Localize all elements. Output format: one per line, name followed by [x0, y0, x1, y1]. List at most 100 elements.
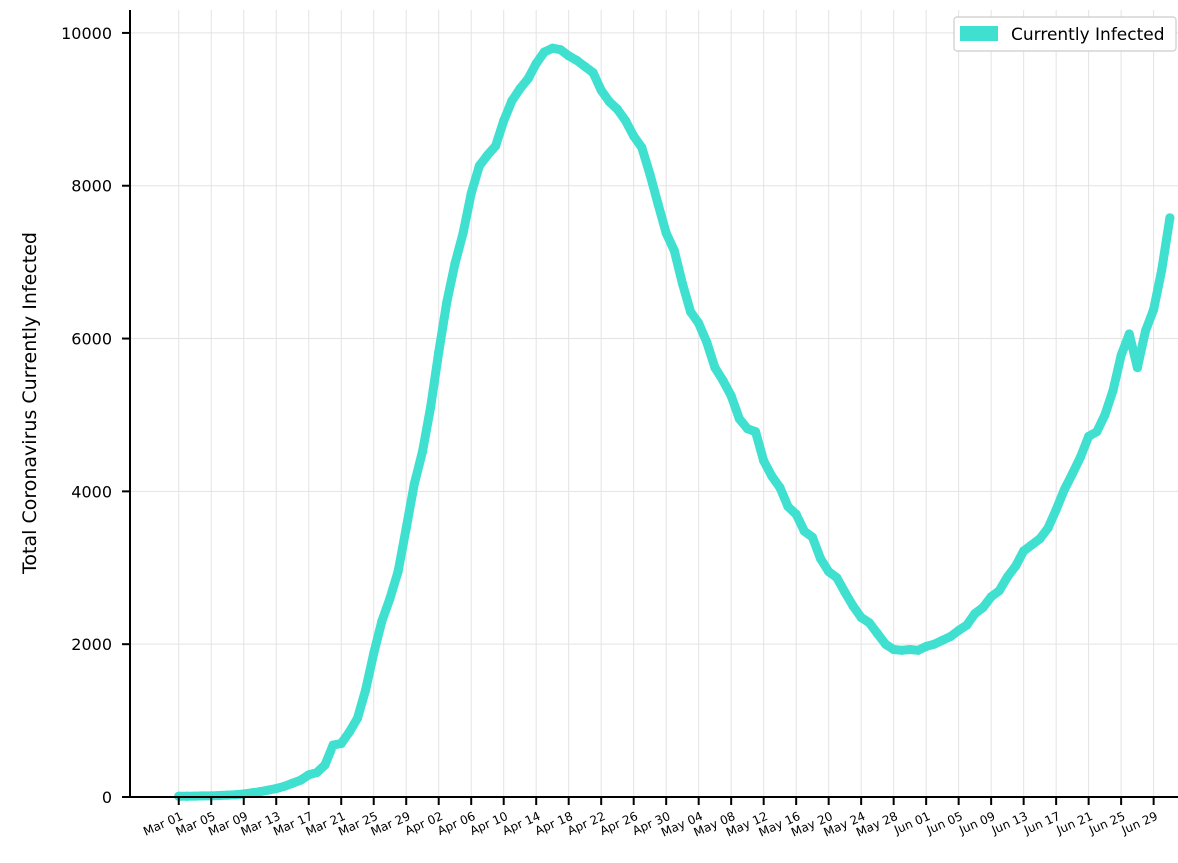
data-point: [361, 685, 371, 695]
data-point: [824, 567, 834, 577]
data-point: [783, 502, 793, 512]
data-point: [296, 775, 306, 785]
data-point: [515, 84, 525, 94]
data-point: [1002, 572, 1013, 582]
data-point: [458, 228, 468, 238]
data-point: [580, 61, 590, 72]
data-point: [661, 228, 671, 238]
data-point: [1100, 410, 1110, 420]
data-point: [531, 58, 541, 69]
data-point: [564, 51, 574, 61]
data-point: [637, 142, 647, 153]
data-point: [775, 482, 785, 493]
data-point: [328, 740, 338, 750]
data-point: [840, 587, 850, 597]
data-point: [596, 85, 606, 95]
y-axis-label: Total Coronavirus Currently Infected: [19, 232, 41, 575]
data-point: [247, 788, 257, 798]
y-ticks: 0 2000 4000 6000 8000 10000: [61, 24, 130, 807]
data-point: [1035, 534, 1045, 544]
data-point: [994, 586, 1004, 596]
data-point: [417, 447, 428, 457]
data-point: [880, 639, 891, 649]
data-point: [255, 787, 265, 797]
data-point: [401, 523, 411, 533]
data-point: [1132, 362, 1142, 373]
data-point: [832, 573, 842, 583]
series-line: [174, 43, 1175, 801]
data-point: [336, 738, 346, 749]
data-point: [1059, 485, 1069, 495]
y-tick-label: 10000: [61, 24, 112, 43]
data-point: [759, 456, 769, 466]
data-point: [767, 471, 777, 481]
data-point: [263, 785, 273, 795]
data-point: [206, 791, 216, 801]
legend-swatch: [960, 26, 998, 41]
data-point: [369, 648, 379, 658]
data-point: [214, 790, 224, 801]
data-point: [1067, 469, 1077, 479]
series-layer: [174, 43, 1175, 801]
data-point: [1019, 546, 1029, 556]
data-point: [539, 47, 549, 57]
data-point: [702, 337, 712, 347]
data-point: [945, 631, 956, 642]
data-point: [1075, 452, 1086, 462]
data-point: [905, 644, 915, 655]
data-point: [629, 131, 639, 141]
data-point: [434, 347, 444, 357]
data-point: [507, 96, 517, 106]
legend: Currently Infected: [953, 16, 1177, 52]
data-point: [937, 635, 948, 645]
x-tick-label: Jun 29: [1119, 809, 1160, 838]
axes: [129, 10, 1178, 798]
data-point: [555, 45, 566, 55]
data-point: [482, 150, 493, 160]
y-tick-label: 2000: [71, 635, 112, 654]
data-point: [669, 246, 679, 256]
data-point: [344, 727, 354, 737]
data-point: [694, 318, 704, 328]
data-point: [409, 479, 419, 489]
data-point: [499, 116, 509, 126]
data-point: [588, 68, 598, 78]
data-point: [450, 259, 460, 269]
data-point: [726, 391, 736, 401]
data-point: [1027, 540, 1037, 550]
data-point: [1051, 505, 1061, 515]
data-point: [685, 307, 696, 317]
data-point: [645, 169, 655, 179]
data-point: [815, 554, 826, 564]
data-point: [929, 639, 939, 649]
data-point: [807, 532, 818, 542]
data-point: [198, 791, 208, 801]
data-point: [1140, 326, 1151, 336]
y-tick-label: 6000: [71, 330, 112, 349]
data-point: [1092, 427, 1102, 437]
data-point: [393, 567, 403, 577]
data-point: [1116, 350, 1126, 360]
data-point: [466, 188, 476, 198]
data-point: [377, 616, 387, 626]
legend-box: [953, 16, 1177, 52]
grid-lines: [130, 10, 1178, 798]
data-point: [442, 297, 452, 307]
data-point: [279, 781, 289, 791]
data-point: [1108, 385, 1118, 396]
data-point: [1149, 304, 1159, 315]
y-tick-label: 8000: [71, 177, 112, 196]
data-point: [425, 402, 436, 412]
data-point: [848, 601, 858, 611]
data-point: [287, 778, 298, 788]
data-point: [271, 784, 281, 794]
y-tick-label: 4000: [71, 482, 112, 501]
data-point: [954, 625, 964, 636]
data-point: [734, 414, 744, 424]
data-point: [604, 97, 614, 107]
data-point: [1124, 329, 1134, 339]
data-point: [913, 645, 923, 655]
data-point: [547, 43, 558, 53]
